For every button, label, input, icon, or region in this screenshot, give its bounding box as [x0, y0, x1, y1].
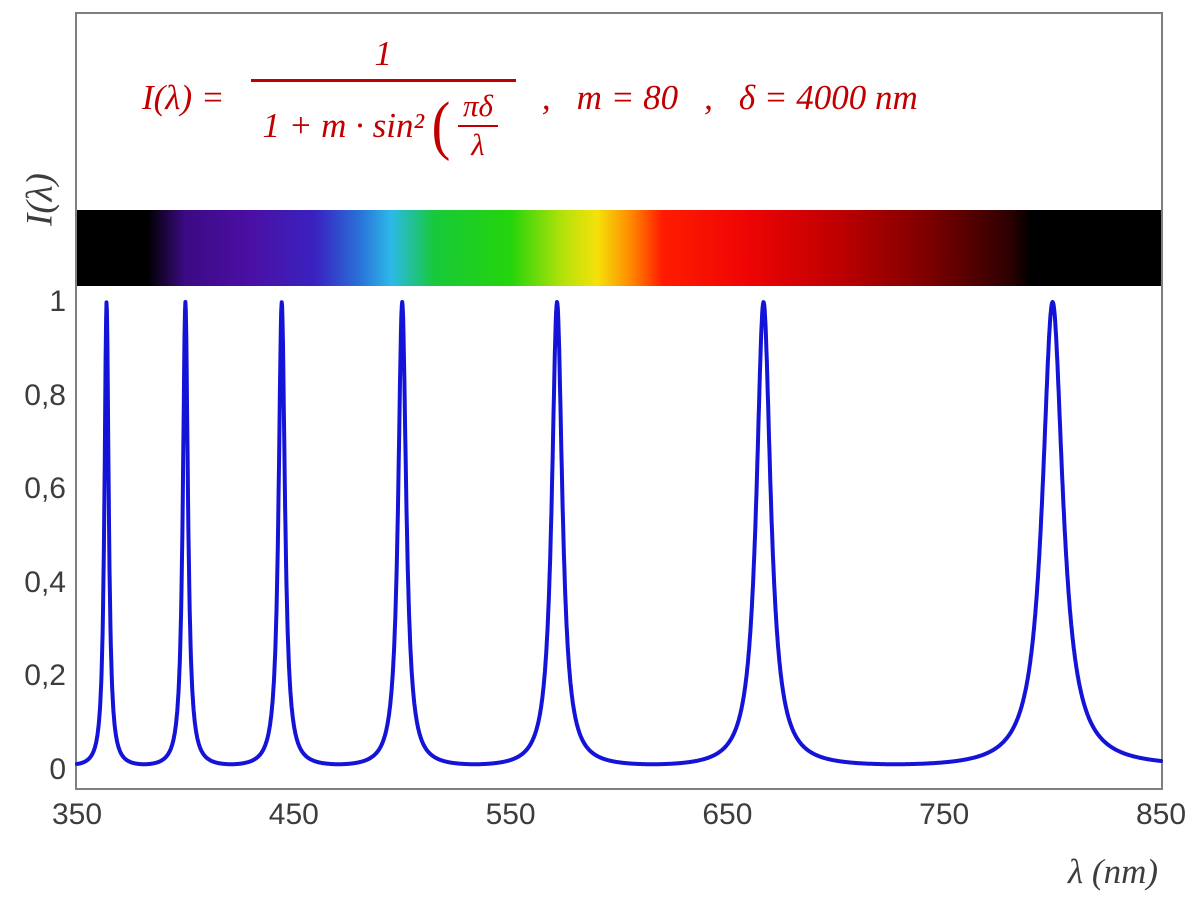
inner-numerator: πδ — [457, 89, 498, 127]
formula-denominator-prefix: 1 + m · sin² — [262, 105, 424, 145]
formula: I(λ) = 1 1 + m · sin² ( πδ λ , m = 80 , … — [142, 34, 918, 161]
formula-separator-1: , — [541, 77, 551, 117]
x-tick-label: 550 — [485, 798, 536, 831]
formula-param-m: m = 80 — [576, 77, 679, 117]
y-tick-label: 0,2 — [24, 659, 66, 693]
y-tick-label: 0 — [49, 753, 66, 786]
inner-fraction: πδ λ — [457, 89, 498, 162]
x-tick-label: 650 — [702, 798, 753, 831]
formula-param-delta: δ = 4000 nm — [738, 77, 918, 117]
y-tick-label: 1 — [49, 285, 66, 318]
formula-numerator: 1 — [374, 34, 392, 73]
spectrum-bar — [77, 210, 1161, 286]
open-paren: ( — [431, 88, 451, 162]
x-axis-title: λ (nm) — [1068, 852, 1158, 891]
y-axis-title: I(λ) — [19, 173, 61, 226]
x-tick-label: 350 — [51, 798, 103, 831]
formula-fraction: 1 1 + m · sin² ( πδ λ — [250, 34, 516, 162]
y-tick-label: 0,8 — [24, 378, 66, 412]
y-tick-label: 0,6 — [24, 472, 66, 506]
formula-denominator: 1 + m · sin² ( πδ λ — [250, 79, 516, 162]
inner-denominator: λ — [471, 126, 485, 162]
x-tick-label: 850 — [1135, 798, 1187, 831]
formula-separator-2: , — [704, 77, 713, 117]
x-tick-label: 450 — [268, 798, 319, 831]
x-tick-label: 750 — [919, 798, 970, 831]
formula-lhs: I(λ) = — [142, 77, 225, 117]
y-tick-label: 0,4 — [24, 565, 66, 599]
